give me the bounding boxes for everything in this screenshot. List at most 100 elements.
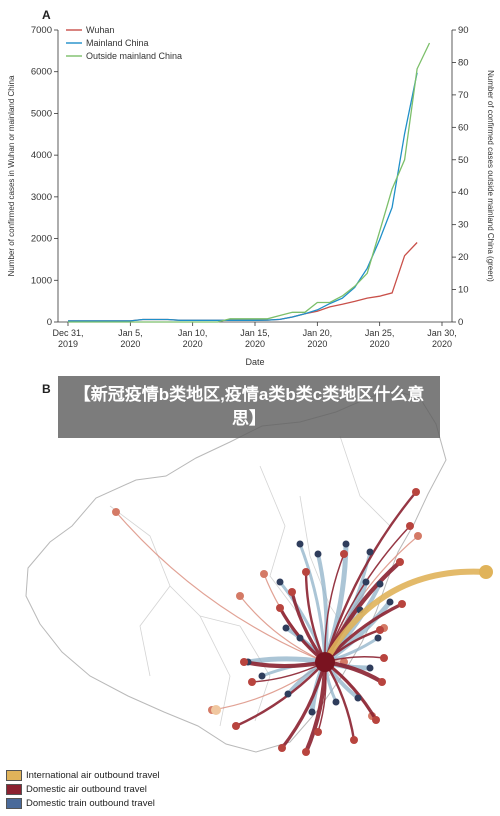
city-dot-air [340,550,348,558]
y-tick-label-right: 10 [458,285,469,296]
city-dot-air [276,604,284,612]
legend-label: Wuhan [86,25,114,35]
province-border [199,615,231,727]
y-tick-label-left: 7000 [31,25,52,36]
y-tick-label-left: 4000 [31,150,52,161]
legend-label: Mainland China [86,38,149,48]
city-dot-train [276,578,284,586]
caption-overlay: 【新冠疫情b类地区,疫情a类b类c类地区什么意思】 [58,376,440,438]
y-tick-label-right: 50 [458,155,469,166]
city-dot-air [396,558,404,566]
legend-label-domestic-air: Domestic air outbound travel [26,783,147,795]
domestic-air-route-light [115,511,326,663]
series-line-mainland-china [68,72,418,322]
y-tick-label-right: 30 [458,220,469,231]
city-dot-air [278,744,286,752]
x-tick-label-year: 2020 [307,339,327,349]
legend-swatch-domestic-air [6,783,22,795]
x-tick-label-year: 2020 [245,339,265,349]
city-dot-train [284,690,292,698]
city-dot-train [308,708,316,716]
x-tick-label: Jan 20, [303,328,333,338]
city-dot-train [366,548,374,556]
line-chart: 0 1000 2000 3000 4000 5000 6000 7000 0 10 20 30 40 50… [7,25,495,367]
caption-text: 【新冠疫情b类地区,疫情a类b类c类地区什么意思】 [73,385,425,428]
domestic-air-route [323,491,417,663]
city-dot-train [376,580,384,588]
y-axis-label-right: Number of confirmed cases outside mainla… [486,70,495,282]
city-dot-train [296,634,304,642]
y-tick-label-right: 90 [458,25,469,36]
city-dot-air [302,568,310,576]
city-dot-train [362,578,370,586]
domestic-air-route [324,525,411,663]
city-dot-train [366,664,374,672]
city-dot-train [374,634,382,642]
x-tick-label: Jan 15, [240,328,270,338]
x-tick-label: Jan 25, [365,328,395,338]
wuhan-hub [315,652,335,672]
city-dot [260,570,268,578]
legend-label-international-air: International air outbound travel [26,769,160,781]
city-dot-air [240,658,248,666]
legend-swatch-domestic-train [6,797,22,809]
panel-a-label: A [42,8,51,22]
y-tick-label-right: 80 [458,57,469,68]
x-tick-label: Jan 10, [178,328,208,338]
y-tick-label-left: 6000 [31,67,52,78]
city-dot-air [248,678,256,686]
city-dot-train [258,672,266,680]
y-tick-label-left: 3000 [31,192,52,203]
series-line-outside-mainland-china [68,42,431,323]
city-dot-air [302,748,310,756]
province-border [339,435,391,527]
legend-label: Outside mainland China [86,51,182,61]
domestic-air-route-light [239,595,326,663]
x-tick-label: Dec 31, [52,328,83,338]
city-dot-air [398,600,406,608]
map-legend: International air outbound travel Domest… [6,768,160,810]
province-border [239,625,271,722]
china-outline [25,389,447,753]
city-dot-air [232,722,240,730]
city-dot-air [380,654,388,662]
y-tick-label-left: 1000 [31,275,52,286]
city-dot [236,592,244,600]
legend-swatch-international-air [6,769,22,781]
city-dot-train [282,624,290,632]
city-dot-air [412,488,420,496]
y-tick-label-left: 2000 [31,234,52,245]
x-tick-label-year: 2019 [58,339,78,349]
y-tick-label-left: 5000 [31,108,52,119]
y-tick-label-left: 0 [47,317,52,328]
series-line-wuhan [68,242,418,322]
legend-item-domestic-train: Domestic train outbound travel [6,796,160,810]
domestic-air-route [324,553,345,663]
y-tick-label-right: 40 [458,187,469,198]
city-dot-air [376,626,384,634]
legend-item-domestic-air: Domestic air outbound travel [6,782,160,796]
city-dot-air [372,716,380,724]
international-air-route [322,568,487,664]
city-dot-train [386,598,394,606]
city-dot [414,532,422,540]
y-tick-label-right: 60 [458,122,469,133]
x-tick-label: Jan 5, [118,328,143,338]
x-tick-label: Jan 30, [427,328,457,338]
city-dot-train [342,540,350,548]
city-dot-air [406,522,414,530]
y-axis-label-left: Number of confirmed cases in Wuhan or ma… [7,75,16,276]
panel-b-label: B [42,382,51,396]
y-tick-label-right: 20 [458,252,469,263]
city-dot-train [354,694,362,702]
city-dot-air [314,728,322,736]
city-dot-train [296,540,304,548]
international-destination [479,565,493,579]
domestic-train-route [316,553,329,663]
china-travel-map [25,389,493,756]
city-dot-train [314,550,322,558]
x-axis-label: Date [245,357,264,367]
legend-item-international-air: International air outbound travel [6,768,160,782]
city-dot [112,508,120,516]
